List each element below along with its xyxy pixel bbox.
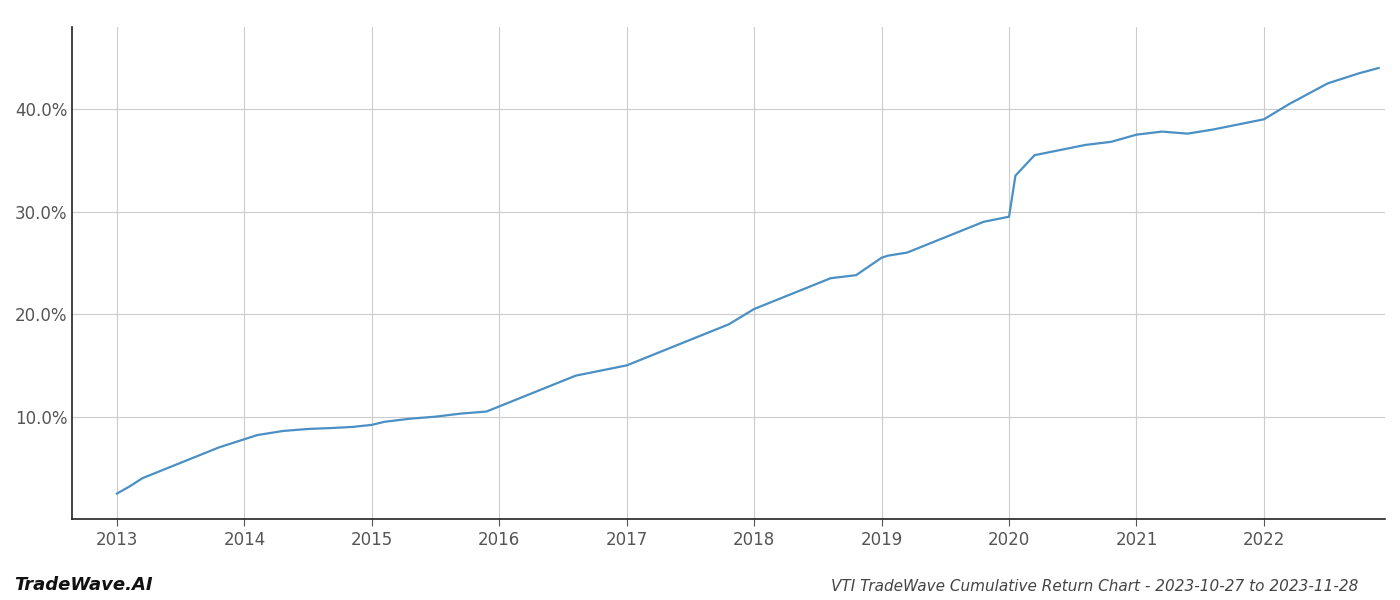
Text: TradeWave.AI: TradeWave.AI	[14, 576, 153, 594]
Text: VTI TradeWave Cumulative Return Chart - 2023-10-27 to 2023-11-28: VTI TradeWave Cumulative Return Chart - …	[830, 579, 1358, 594]
